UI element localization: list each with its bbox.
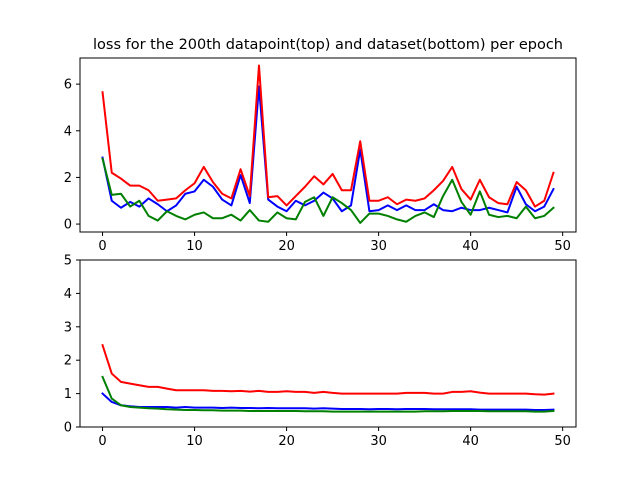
bottom-axes-frame bbox=[79, 259, 577, 428]
bottom-chart: 0 10 20 30 40 50 0 1 2 3 4 5 bbox=[64, 254, 577, 449]
top-series-line-0 bbox=[101, 85, 555, 214]
bottom-y-tick-label: 0 bbox=[64, 421, 72, 436]
bottom-x-tick-label: 40 bbox=[462, 434, 479, 449]
top-series-group bbox=[101, 64, 555, 224]
bottom-series-line-0 bbox=[101, 343, 555, 396]
top-y-tick-label: 6 bbox=[64, 78, 72, 93]
top-x-tick-label: 40 bbox=[462, 239, 479, 254]
bottom-series-group bbox=[101, 343, 555, 413]
bottom-x-tick-label: 20 bbox=[278, 434, 295, 449]
top-axes-frame bbox=[79, 57, 577, 233]
bottom-x-tick-label: 0 bbox=[98, 434, 106, 449]
top-x-tick-label: 0 bbox=[98, 239, 106, 254]
bottom-x-tick-label: 30 bbox=[370, 434, 387, 449]
bottom-y-tick-label: 5 bbox=[64, 254, 72, 269]
top-chart: 0 10 20 30 40 50 0 2 4 6 bbox=[64, 57, 577, 254]
bottom-x-tick-label: 10 bbox=[186, 434, 203, 449]
top-x-tick-label: 30 bbox=[370, 239, 387, 254]
top-y-tick-label: 4 bbox=[64, 124, 72, 139]
bottom-series-line-2 bbox=[101, 375, 555, 413]
bottom-series-line-1 bbox=[101, 392, 555, 411]
bottom-y-tick-label: 4 bbox=[64, 287, 72, 302]
top-y-tick-label: 0 bbox=[64, 218, 72, 233]
top-y-tick-label: 2 bbox=[64, 171, 72, 186]
top-chart-title: loss for the 200th datapoint(top) and da… bbox=[93, 37, 563, 53]
top-x-tick-label: 10 bbox=[186, 239, 203, 254]
bottom-y-tick-label: 2 bbox=[64, 354, 72, 369]
bottom-y-tick-label: 3 bbox=[64, 320, 72, 335]
bottom-y-tick-label: 1 bbox=[64, 387, 72, 402]
top-series-line-1 bbox=[101, 64, 555, 208]
top-x-tick-label: 50 bbox=[554, 239, 571, 254]
top-x-tick-label: 20 bbox=[278, 239, 295, 254]
bottom-x-tick-label: 50 bbox=[554, 434, 571, 449]
top-series-line-2 bbox=[101, 157, 555, 224]
